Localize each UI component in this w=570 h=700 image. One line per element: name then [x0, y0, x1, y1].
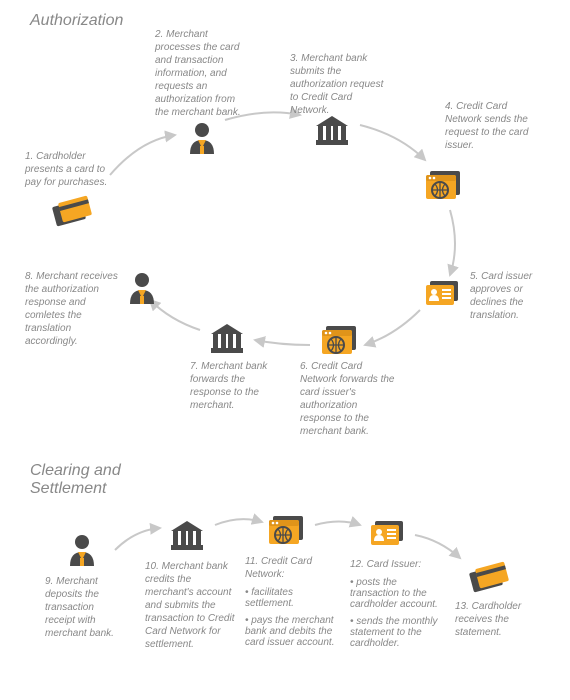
- clear-node-9-text: 9. Merchant deposits the transaction rec…: [45, 575, 125, 640]
- clear-node-11-text: 11. Credit Card Network:: [245, 555, 340, 581]
- clear-node-10: 10. Merchant bank credits the merchant's…: [145, 560, 235, 651]
- network-icon: [265, 510, 309, 550]
- clear-node-9: 9. Merchant deposits the transaction rec…: [45, 575, 125, 640]
- bank-icon: [165, 515, 209, 555]
- credit-card-icon: [465, 555, 509, 595]
- clear-node-12: 12. Card Issuer: posts the transaction t…: [350, 558, 445, 649]
- clear-node-10-text: 10. Merchant bank credits the merchant's…: [145, 560, 235, 651]
- clear-node-12-bullets: posts the transaction to the cardholder …: [350, 577, 445, 649]
- clear-node-13-text: 13. Cardholder receives the statement.: [455, 600, 540, 639]
- clear-node-11: 11. Credit Card Network: facilitates set…: [245, 555, 340, 648]
- merchant-icon: [60, 530, 104, 570]
- clear-node-11-bullets: facilitates settlement. pays the merchan…: [245, 587, 340, 648]
- clear-node-13: 13. Cardholder receives the statement.: [455, 600, 540, 639]
- clear-node-12-text: 12. Card Issuer:: [350, 558, 445, 571]
- issuer-icon: [365, 515, 409, 555]
